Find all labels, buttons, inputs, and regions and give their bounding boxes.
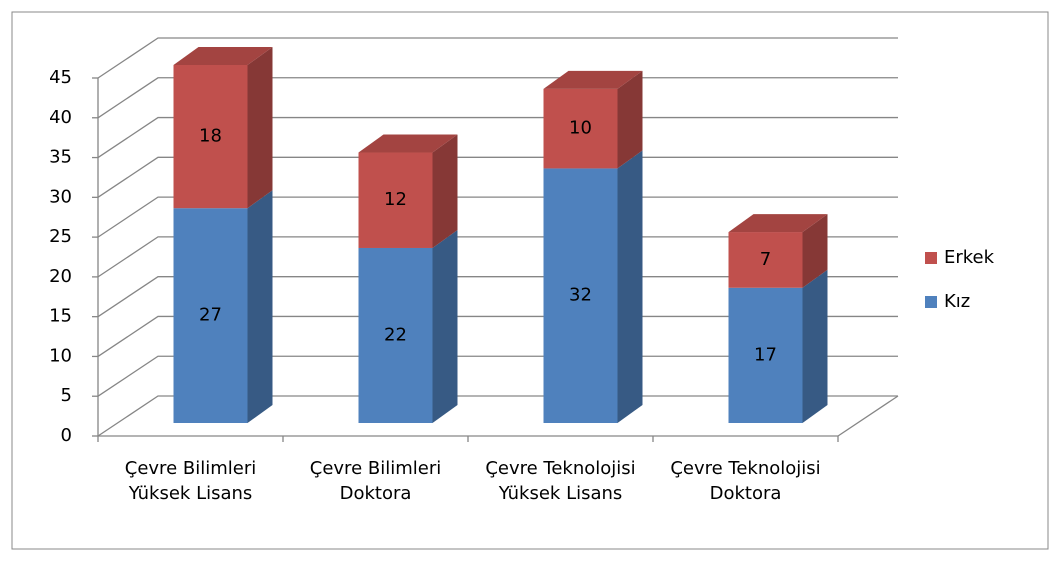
bar xyxy=(543,168,618,423)
grid-line xyxy=(97,236,898,278)
grid-line xyxy=(97,276,898,318)
y-tick-label: 10 xyxy=(49,345,72,366)
bar-top xyxy=(173,47,273,65)
bar-side xyxy=(617,70,643,169)
data-label: 12 xyxy=(384,189,407,210)
legend-swatch xyxy=(925,296,937,308)
bar xyxy=(358,247,433,423)
y-tick-label: 25 xyxy=(49,226,72,247)
bar xyxy=(173,65,248,209)
bar xyxy=(728,232,803,288)
bar-side xyxy=(247,190,273,423)
grid-line xyxy=(97,355,898,397)
grid-line xyxy=(97,77,898,119)
data-label: 17 xyxy=(754,344,777,365)
x-tick-label: Çevre Bilimleri Doktora xyxy=(309,458,442,504)
y-tick-label: 0 xyxy=(61,425,72,446)
legend-swatch xyxy=(925,252,937,264)
data-label: 27 xyxy=(199,305,222,326)
y-tick-label: 35 xyxy=(49,147,72,168)
y-tick-label: 5 xyxy=(61,385,72,406)
grid-line xyxy=(97,395,898,437)
grid-line xyxy=(97,37,898,79)
data-label: 32 xyxy=(569,285,592,306)
bar-top xyxy=(358,134,458,153)
data-label: 18 xyxy=(199,126,222,147)
y-tick-label: 15 xyxy=(49,306,72,327)
bar xyxy=(358,152,433,248)
data-label: 22 xyxy=(384,324,407,345)
bar-side xyxy=(802,214,828,288)
x-tick-label: Çevre Bilimleri Yüksek Lisans xyxy=(124,458,257,504)
bar-side xyxy=(432,134,458,248)
x-tick-label: Çevre Teknolojisi Doktora xyxy=(670,458,821,504)
grid-line xyxy=(97,156,898,198)
legend-label: Kız xyxy=(944,291,970,312)
y-tick-label: 20 xyxy=(49,266,72,287)
data-label: 7 xyxy=(760,249,771,270)
bar-side xyxy=(432,229,458,423)
bar-side xyxy=(617,150,643,423)
legend-label: Erkek xyxy=(944,247,995,268)
bar-top xyxy=(728,214,828,233)
bar xyxy=(543,88,618,169)
y-tick-label: 40 xyxy=(49,107,72,128)
bar-side xyxy=(247,47,273,209)
bar-top xyxy=(543,70,643,89)
x-tick-label: Çevre Teknolojisi Yüksek Lisans xyxy=(485,458,636,504)
data-label: 10 xyxy=(569,118,592,139)
bar xyxy=(728,287,803,423)
bar-side xyxy=(802,269,828,423)
y-tick-label: 45 xyxy=(49,67,72,88)
grid-line xyxy=(97,116,898,159)
y-tick-label: 30 xyxy=(49,186,72,207)
grid-line xyxy=(97,196,898,238)
bar xyxy=(173,208,248,423)
grid-line xyxy=(97,315,898,357)
